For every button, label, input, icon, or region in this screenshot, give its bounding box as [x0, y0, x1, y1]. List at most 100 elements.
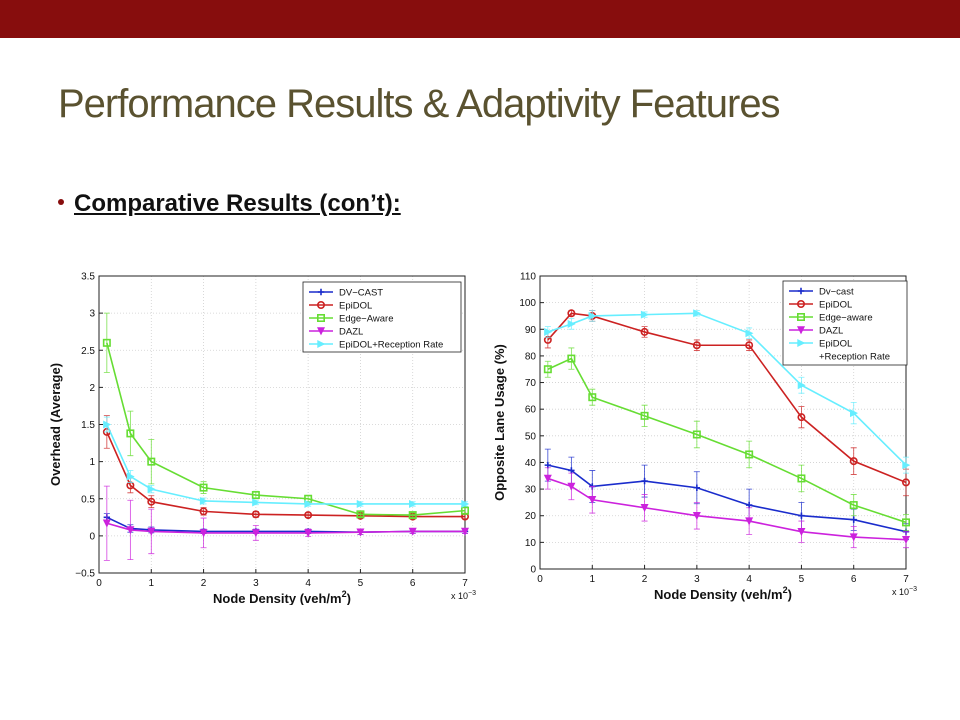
legend-marker — [317, 339, 326, 349]
data-point — [408, 511, 417, 520]
y-tick-label: 0 — [89, 531, 95, 542]
error-bar — [409, 512, 416, 518]
data-point — [251, 491, 260, 500]
data-point — [850, 516, 857, 523]
legend-label: DAZL — [819, 326, 843, 337]
data-point — [901, 478, 910, 487]
legend-marker — [797, 287, 805, 295]
data-point — [693, 484, 701, 491]
series-line — [106, 424, 465, 505]
error-bar — [103, 312, 110, 373]
legend-marker — [796, 326, 806, 335]
y-tick-label: 3 — [89, 309, 95, 320]
data-point — [409, 499, 418, 508]
data-point — [543, 365, 552, 374]
data-point — [543, 474, 552, 483]
error-bar — [798, 406, 805, 429]
y-tick-label: 0.5 — [81, 494, 95, 505]
data-point — [692, 341, 701, 350]
data-point — [567, 482, 576, 491]
error-bar — [746, 440, 753, 469]
data-point — [126, 429, 135, 438]
data-point — [797, 528, 806, 537]
data-point — [304, 529, 313, 538]
data-point — [849, 457, 858, 466]
y-tick-label: 0 — [530, 565, 536, 576]
legend-label: Edge−aware — [819, 313, 873, 324]
legend-marker — [316, 327, 326, 336]
slide-title: Performance Results & Adaptivity Feature… — [58, 82, 781, 126]
legend-label: DV−CAST — [339, 288, 383, 299]
x-tick-label: 1 — [590, 574, 596, 585]
grid — [540, 276, 906, 569]
bullet-text: Comparative Results (con’t): — [74, 190, 401, 217]
y-tick-label: 30 — [525, 485, 537, 496]
data-point — [640, 327, 649, 336]
error-bar — [693, 420, 700, 449]
data-point — [356, 528, 365, 537]
data-point — [356, 510, 365, 519]
data-point — [567, 354, 576, 363]
data-point — [692, 512, 701, 521]
data-point — [304, 511, 313, 520]
legend-label: Dv−cast — [819, 287, 854, 298]
series-4 — [103, 416, 470, 508]
x-tick-label: 0 — [96, 578, 102, 589]
series-2 — [543, 347, 910, 531]
data-point — [797, 474, 806, 483]
x-axis-multiplier-exponent: −3 — [468, 590, 476, 597]
data-point — [797, 381, 806, 390]
legend-box — [782, 280, 908, 366]
x-tick-label: 2 — [201, 578, 207, 589]
y-tick-label: 2.5 — [81, 346, 95, 357]
data-point — [640, 411, 649, 420]
x-axis-multiplier: x 10−3 — [892, 586, 917, 597]
data-point — [147, 457, 156, 466]
data-point — [850, 409, 859, 418]
error-bar — [589, 388, 596, 406]
series-3 — [543, 467, 911, 549]
data-point — [588, 496, 597, 505]
data-point — [356, 499, 365, 508]
data-point — [460, 527, 470, 536]
error-bar — [544, 360, 551, 378]
x-axis-label-superscript: 2 — [783, 585, 788, 595]
y-axis-label: Overhead (Average) — [48, 363, 63, 486]
series-3 — [102, 485, 470, 561]
data-point — [460, 506, 469, 515]
data-point — [640, 310, 649, 319]
x-tick-label: 6 — [851, 574, 857, 585]
error-bar — [850, 447, 857, 475]
data-point — [102, 519, 111, 528]
y-tick-label: 3.5 — [81, 272, 95, 283]
x-tick-label: 5 — [358, 578, 364, 589]
data-point — [640, 504, 649, 513]
error-bar — [903, 513, 909, 531]
data-point — [745, 517, 754, 526]
data-point — [745, 341, 754, 350]
legend-marker — [317, 288, 325, 296]
y-tick-label: 80 — [525, 351, 537, 362]
data-point — [147, 527, 156, 536]
y-tick-label: 40 — [525, 458, 537, 469]
data-point — [901, 518, 910, 527]
legend: Dv−cast EpiDOL Edge−aware DAZL EpiDOL +Recept… — [782, 280, 908, 366]
data-point — [745, 501, 753, 509]
legend-label: EpiDOL — [819, 300, 852, 311]
x-axis-label-close: ) — [788, 587, 792, 602]
data-point — [199, 496, 208, 505]
data-point — [461, 499, 470, 508]
y-tick-label: 10 — [525, 538, 537, 549]
data-point — [199, 507, 208, 516]
legend-label: EpiDOL — [819, 339, 852, 350]
data-point — [103, 420, 112, 429]
legend-label-line2: +Reception Rate — [819, 352, 890, 363]
x-tick-label: 3 — [694, 574, 700, 585]
legend-label: EpiDOL+Reception Rate — [339, 340, 443, 351]
legend-label: EpiDOL — [339, 301, 372, 312]
data-point — [797, 413, 806, 422]
x-tick-label: 6 — [410, 578, 416, 589]
y-tick-label: 50 — [525, 431, 537, 442]
top-accent-bar — [0, 0, 960, 38]
